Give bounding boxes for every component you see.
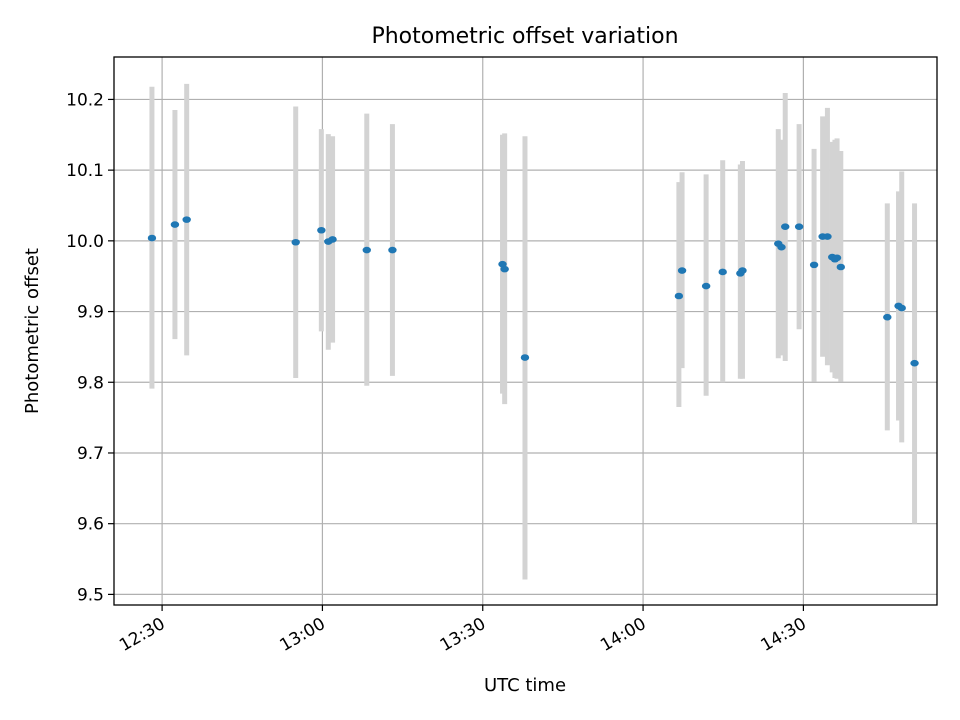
data-point bbox=[500, 265, 509, 273]
data-point bbox=[777, 243, 786, 251]
x-tick-label: 12:30 bbox=[116, 614, 168, 656]
data-point bbox=[883, 313, 892, 321]
y-tick-label: 9.9 bbox=[77, 303, 104, 323]
data-point bbox=[781, 223, 790, 231]
data-point bbox=[794, 223, 804, 231]
y-tick-label: 9.5 bbox=[77, 585, 104, 605]
x-tick-label: 13:00 bbox=[276, 614, 328, 656]
y-tick-label: 10.1 bbox=[66, 161, 104, 181]
data-point bbox=[170, 221, 180, 228]
errorbar-layer bbox=[149, 83, 918, 580]
data-point bbox=[897, 304, 906, 312]
data-point bbox=[291, 238, 300, 246]
x-axis-label: UTC time bbox=[484, 675, 566, 696]
data-point bbox=[832, 254, 842, 262]
data-point bbox=[388, 246, 397, 254]
y-tick-label: 9.8 bbox=[77, 373, 104, 393]
x-tick-label: 14:00 bbox=[597, 614, 649, 656]
y-tick-label: 10.2 bbox=[66, 90, 104, 110]
data-point bbox=[317, 226, 326, 234]
y-axis-ticks: 9.5 9.6 9.7 9.8 9.9 10.0 10.1 10.2 bbox=[66, 90, 114, 605]
data-point bbox=[701, 282, 711, 290]
data-point bbox=[674, 292, 684, 300]
x-tick-label: 14:30 bbox=[757, 614, 809, 656]
y-tick-label: 10.0 bbox=[66, 232, 104, 252]
data-point bbox=[677, 267, 687, 274]
data-point bbox=[147, 234, 157, 242]
data-point bbox=[823, 233, 832, 240]
y-tick-label: 9.6 bbox=[77, 515, 104, 535]
x-tick-label: 13:30 bbox=[437, 614, 489, 656]
data-point bbox=[809, 261, 819, 269]
data-point bbox=[718, 268, 727, 276]
y-axis-label: Photometric offset bbox=[22, 248, 43, 414]
data-point bbox=[362, 246, 371, 254]
point-layer bbox=[147, 216, 919, 367]
chart-title: Photometric offset variation bbox=[371, 24, 678, 49]
data-point bbox=[520, 354, 530, 361]
data-point bbox=[328, 236, 337, 243]
plot-frame bbox=[113, 56, 938, 606]
data-point bbox=[182, 216, 191, 223]
data-point bbox=[910, 359, 919, 367]
y-tick-label: 9.7 bbox=[77, 444, 104, 464]
data-point bbox=[836, 263, 846, 271]
x-axis-ticks: 12:30 13:00 13:30 14:00 14:30 bbox=[116, 605, 810, 656]
data-point bbox=[738, 267, 747, 274]
